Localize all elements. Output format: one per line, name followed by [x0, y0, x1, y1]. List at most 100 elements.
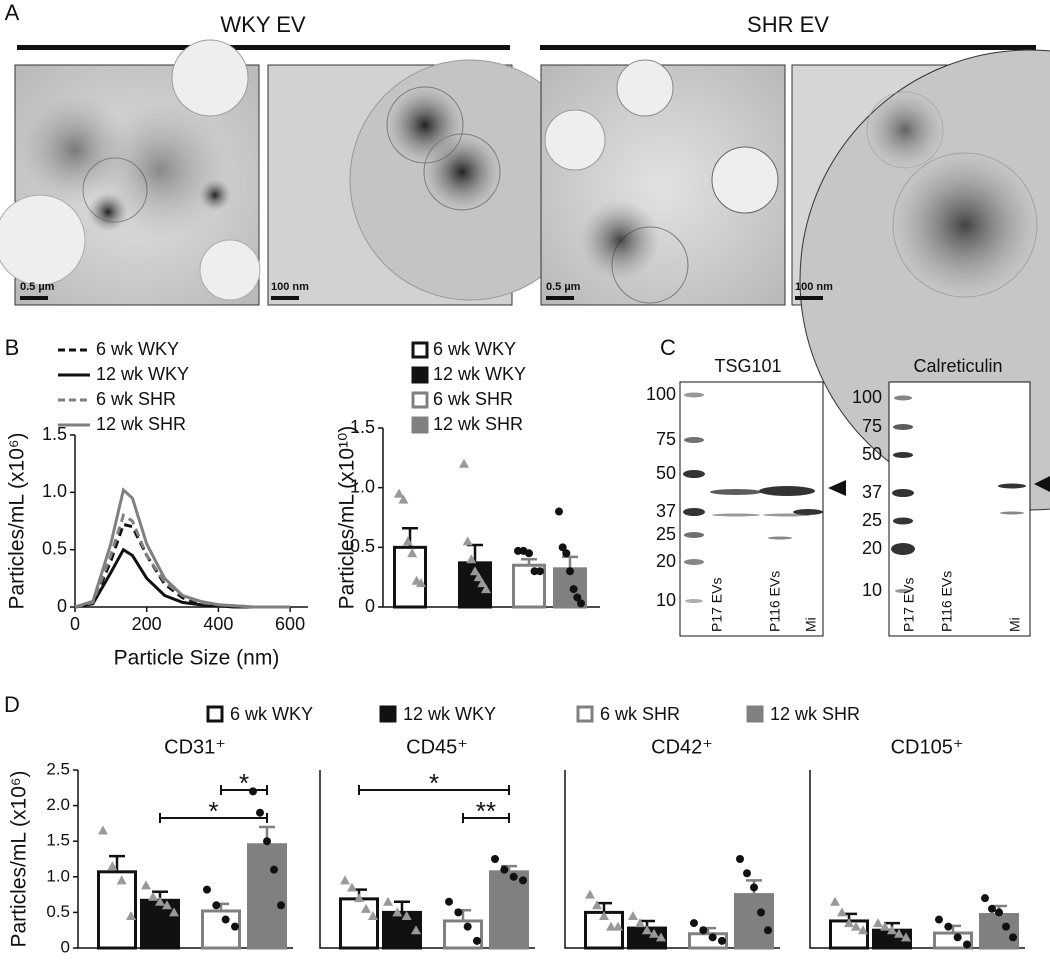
data-point	[577, 599, 585, 608]
data-point	[277, 901, 285, 910]
scale-bar-label: 100 nm	[795, 281, 833, 293]
legend-label: 6 wk WKY	[433, 339, 516, 359]
blot-frame	[679, 381, 824, 637]
data-point	[558, 543, 567, 552]
data-point	[270, 865, 278, 874]
bar	[140, 898, 180, 950]
data-point	[635, 918, 645, 928]
ladder-label: 100	[852, 387, 882, 407]
ladder-label: 25	[656, 524, 676, 544]
bar	[734, 893, 774, 950]
data-point	[394, 488, 404, 498]
y-tick-label: 1.5	[42, 424, 67, 444]
data-point	[466, 554, 477, 564]
data-point	[416, 578, 426, 588]
ladder-label: 10	[862, 580, 882, 600]
chart-title: CD31⁺	[164, 736, 226, 758]
data-point	[481, 584, 491, 594]
data-point	[555, 507, 563, 516]
chart-title: CD45⁺	[406, 736, 468, 758]
legend-label: 6 wk WKY	[230, 704, 313, 724]
legend-label: 12 wk SHR	[770, 704, 860, 724]
data-point	[963, 940, 971, 949]
data-point	[256, 808, 264, 817]
data-point	[569, 585, 578, 594]
data-point	[169, 907, 179, 917]
data-point	[445, 897, 453, 906]
scale-bar-label: 0.5 µm	[20, 281, 55, 293]
data-point	[473, 936, 481, 945]
data-point	[514, 546, 522, 555]
data-point	[491, 855, 499, 863]
data-point	[463, 922, 472, 931]
group-title: SHR EV	[747, 12, 829, 37]
data-point	[844, 918, 854, 928]
data-point	[536, 567, 544, 576]
legend-label: 12 wk SHR	[433, 414, 523, 434]
group-bar	[17, 45, 510, 50]
data-point	[383, 896, 393, 906]
data-point	[116, 875, 127, 885]
data-point	[107, 861, 118, 871]
data-point	[585, 889, 595, 899]
y-tick-label: 1.5	[46, 831, 70, 850]
data-point	[764, 926, 772, 935]
data-point	[750, 883, 758, 892]
y-tick-label: 2.0	[46, 795, 70, 814]
legend-swatch	[206, 705, 224, 723]
blot-title: TSG101	[714, 356, 781, 376]
y-tick-label: 0.5	[42, 538, 67, 558]
data-point	[407, 548, 418, 558]
legend-label: 12 wk SHR	[96, 414, 186, 434]
y-tick-label: 1.0	[42, 481, 67, 501]
panel-label: A	[5, 0, 20, 25]
significance-bracket	[358, 785, 510, 795]
legend-swatch	[576, 705, 594, 723]
y-tick-label: 1.0	[350, 476, 375, 496]
data-point	[368, 910, 378, 920]
data-point	[212, 901, 221, 910]
data-point	[162, 900, 172, 910]
legend-label: 12 wk WKY	[403, 704, 496, 724]
y-tick-label: 0	[57, 596, 67, 616]
data-point	[402, 536, 413, 546]
data-point	[249, 787, 257, 796]
data-point	[995, 908, 1003, 917]
panel-label: B	[5, 335, 20, 360]
significance-label: **	[476, 796, 496, 826]
x-axis-label: Particle Size (nm)	[114, 647, 280, 670]
data-point	[519, 876, 527, 885]
ladder-label: 25	[862, 510, 882, 530]
data-point	[401, 910, 412, 920]
data-point	[477, 578, 488, 588]
data-point	[699, 926, 708, 935]
panel-label: C	[660, 335, 676, 360]
legend-swatch	[411, 366, 429, 384]
group-bar	[540, 45, 1036, 50]
data-point	[642, 925, 652, 935]
data-point	[148, 891, 158, 901]
x-tick-label: 600	[275, 614, 305, 634]
bar	[979, 913, 1019, 950]
micrographs	[0, 39, 1050, 511]
error-bar	[596, 901, 612, 913]
data-point	[459, 458, 469, 468]
data-point	[606, 921, 616, 931]
legend-label: 6 wk SHR	[433, 389, 513, 409]
significance-bracket	[220, 785, 268, 795]
legend-swatch	[411, 341, 429, 359]
error-bar	[394, 900, 410, 913]
data-point	[462, 536, 473, 546]
data-point	[613, 921, 623, 931]
bar	[247, 843, 287, 950]
bar	[489, 870, 529, 950]
y-tick-label: 0	[365, 596, 375, 616]
legend-label: 6 wk SHR	[600, 704, 680, 724]
y-tick-label: 0	[61, 937, 70, 956]
ladder-label: 10	[656, 590, 676, 610]
significance-label: *	[208, 796, 218, 826]
data-point	[592, 900, 602, 910]
data-point	[411, 925, 421, 935]
micrograph	[267, 59, 591, 306]
